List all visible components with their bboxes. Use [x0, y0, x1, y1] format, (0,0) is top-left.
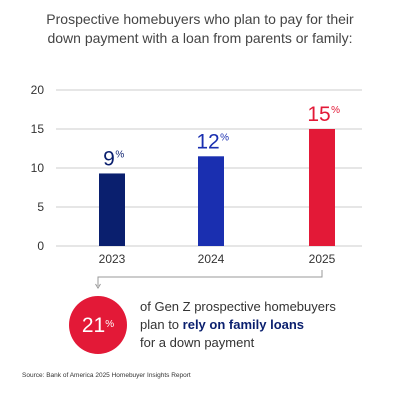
chart-title: Prospective homebuyers who plan to pay f… — [20, 10, 380, 48]
chart-title-line-1: Prospective homebuyers who plan to pay f… — [46, 11, 354, 27]
gen-z-stat-line-3: for a down payment — [140, 335, 255, 350]
bar — [99, 173, 125, 246]
bar — [198, 156, 224, 246]
chart-title-line-2: down payment with a loan from parents or… — [47, 30, 353, 46]
gen-z-stat-line-1: of Gen Z prospective homebuyers — [140, 299, 336, 314]
bar-value-label: 9 — [103, 147, 115, 170]
bar — [309, 129, 335, 246]
gen-z-stat-line-2: plan to rely on family loans — [140, 316, 390, 334]
x-tick-label: 2024 — [198, 252, 225, 266]
bar-value-label: 12 — [196, 130, 219, 153]
gen-z-stat-circle: 21% — [69, 296, 127, 354]
gen-z-stat-highlight: rely on family loans — [182, 317, 305, 332]
y-tick-label: 0 — [37, 239, 44, 253]
bar-value-percent-sign: % — [115, 149, 124, 160]
y-tick-label: 5 — [37, 200, 44, 214]
gen-z-stat-number: 21 — [81, 313, 106, 337]
gen-z-stat-text: of Gen Z prospective homebuyers plan to … — [140, 298, 390, 352]
gen-z-stat-line-2-prefix: plan to — [140, 317, 183, 332]
callout-arrow-icon — [95, 283, 101, 289]
bar-chart: 0 5 10 15 20 9 % 2023 12 % 2024 15 % 2025 — [31, 83, 362, 289]
gen-z-stat-percent-sign: % — [105, 318, 115, 330]
bar-value-percent-sign: % — [220, 132, 229, 143]
y-tick-label: 15 — [31, 122, 45, 136]
x-tick-label: 2025 — [309, 252, 336, 266]
bar-value-percent-sign: % — [331, 105, 340, 116]
y-tick-label: 10 — [31, 161, 45, 175]
source-note: Source: Bank of America 2025 Homebuyer I… — [22, 372, 191, 379]
y-tick-label: 20 — [31, 83, 45, 97]
x-tick-label: 2023 — [99, 252, 126, 266]
callout-bracket — [97, 270, 323, 286]
bar-value-label: 15 — [307, 103, 330, 126]
